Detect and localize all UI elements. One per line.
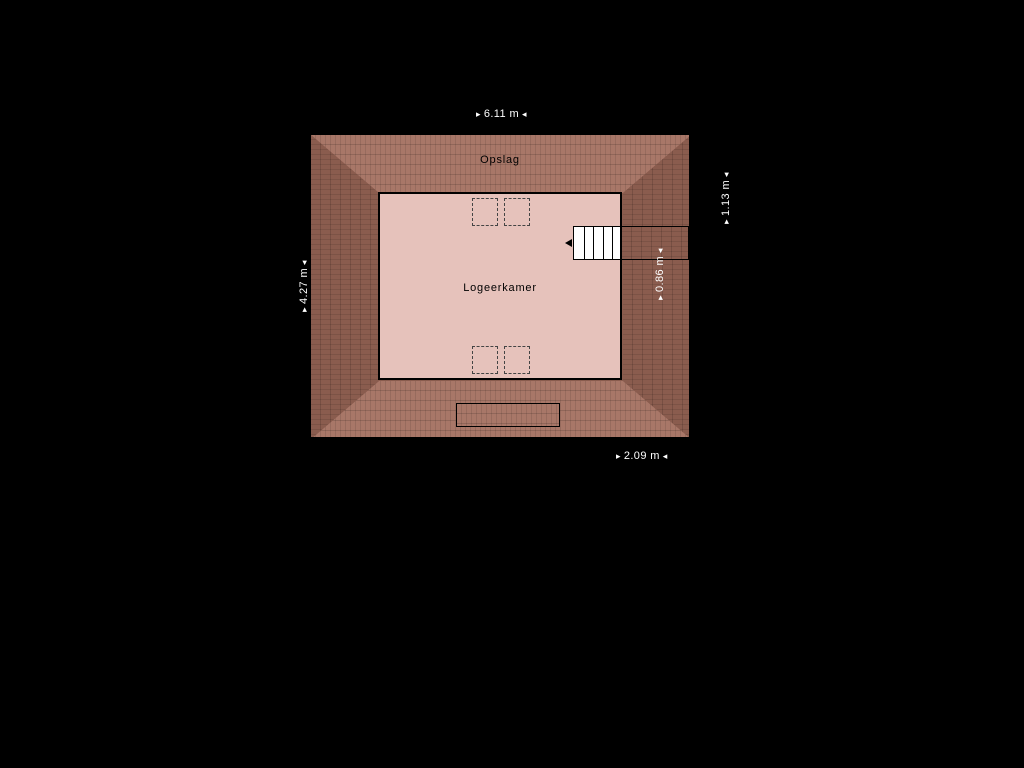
skylight-outline bbox=[472, 346, 498, 374]
dormer-cutout bbox=[456, 403, 560, 427]
dimension-right-lower-text: 0.86 m bbox=[654, 256, 666, 292]
dimension-bottom: ▸ 2.09 m ◂ bbox=[616, 450, 668, 462]
stair-direction-arrow bbox=[565, 239, 572, 247]
dimension-left: ▸ 4.27 m ◂ bbox=[298, 260, 310, 312]
dimension-top: ▸ 6.11 m ◂ bbox=[476, 108, 527, 120]
skylight-outline bbox=[504, 346, 530, 374]
label-opslag: Opslag bbox=[378, 154, 622, 166]
stair-step bbox=[584, 227, 585, 259]
dimension-bottom-text: 2.09 m bbox=[624, 450, 660, 462]
staircase bbox=[573, 226, 621, 260]
stair-step bbox=[603, 227, 604, 259]
stair-step bbox=[612, 227, 613, 259]
skylight-outline bbox=[472, 198, 498, 226]
dimension-right-upper-text: 1.13 m bbox=[720, 180, 732, 216]
skylight-outline bbox=[504, 198, 530, 226]
dimension-right-upper: ▸ 1.13 m ◂ bbox=[720, 172, 732, 224]
dimension-left-text: 4.27 m bbox=[298, 268, 310, 304]
floorplan-canvas: Opslag Logeerkamer ▸ 6.11 m ◂ ▸ 4.27 m ◂… bbox=[0, 0, 1024, 768]
stair-step bbox=[593, 227, 594, 259]
label-logeerkamer: Logeerkamer bbox=[378, 282, 622, 294]
dimension-top-text: 6.11 m bbox=[484, 108, 519, 120]
dimension-right-lower: ▸ 0.86 m ◂ bbox=[654, 248, 666, 300]
